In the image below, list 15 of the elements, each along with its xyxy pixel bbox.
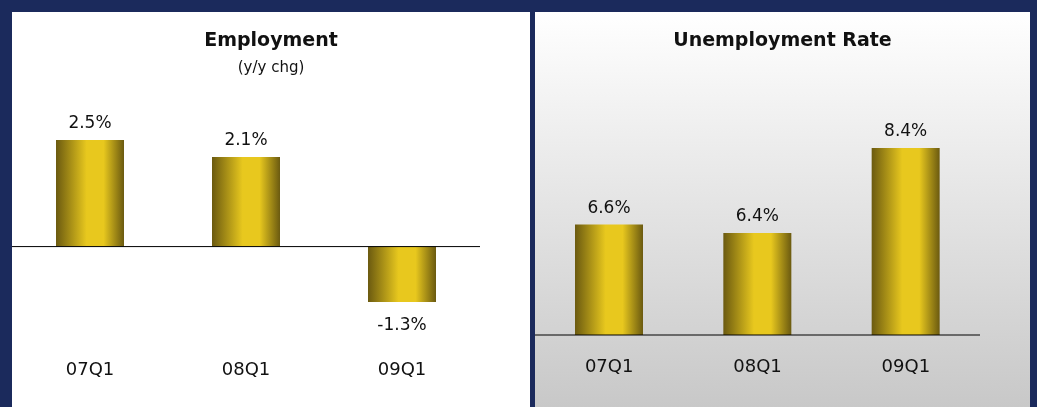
x-tick-label: 09Q1 — [881, 354, 931, 376]
chart-title: Employment — [203, 28, 339, 50]
data-label: 2.5% — [68, 112, 112, 132]
x-tick-label: 07Q1 — [65, 357, 115, 379]
x-tick-label: 09Q1 — [377, 357, 427, 379]
data-label: 8.4% — [884, 120, 928, 140]
x-tick-label: 08Q1 — [221, 357, 271, 379]
chart-subtitle: (y/y chg) — [236, 58, 306, 76]
chart-title: Unemployment Rate — [672, 28, 893, 50]
data-label: 6.6% — [587, 196, 631, 217]
data-label: 2.1% — [224, 129, 268, 150]
data-label: -1.3% — [377, 314, 427, 334]
x-tick-label: 08Q1 — [733, 354, 782, 376]
data-label: 6.4% — [735, 205, 779, 225]
x-tick-label: 07Q1 — [584, 354, 634, 376]
